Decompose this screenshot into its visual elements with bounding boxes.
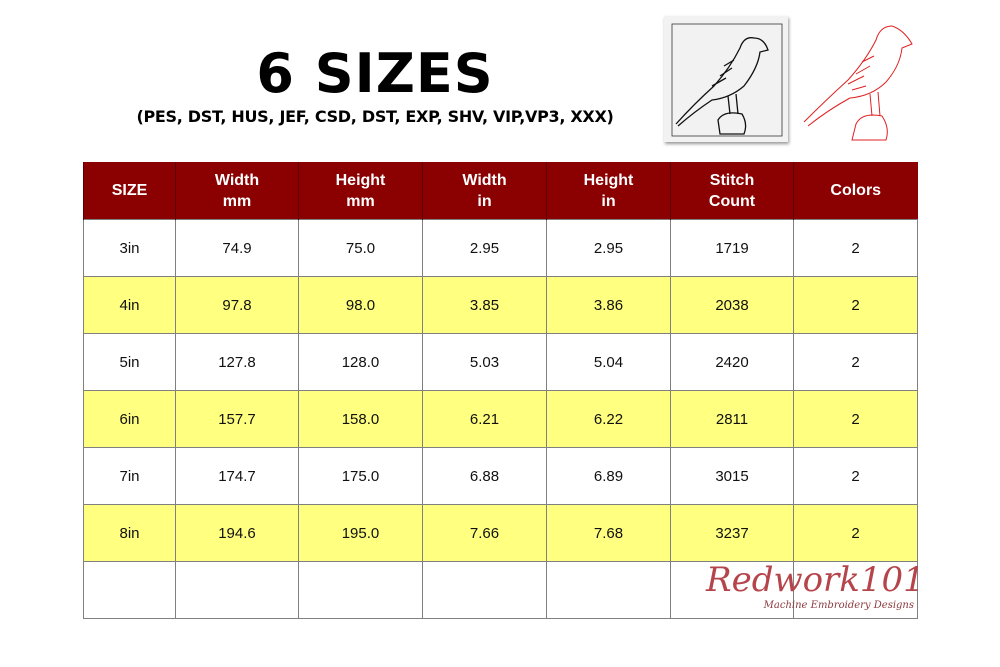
table-cell: 2 bbox=[793, 447, 918, 505]
header-label: Height bbox=[583, 171, 634, 189]
table-cell: 2038 bbox=[670, 276, 794, 334]
column-header-stitch-count: Stitch Count bbox=[670, 162, 794, 220]
table-cell bbox=[298, 561, 423, 619]
table-cell: 3.86 bbox=[546, 276, 671, 334]
table-cell bbox=[83, 561, 176, 619]
header-unit: mm bbox=[346, 192, 375, 210]
table-cell: 6.89 bbox=[546, 447, 671, 505]
logo-name: Redwork101 bbox=[706, 560, 925, 600]
red-bird-embroidery-image bbox=[792, 16, 916, 142]
table-cell: 7.68 bbox=[546, 504, 671, 562]
column-header-width-mm: Width mm bbox=[175, 162, 299, 220]
table-row: 6in 157.7 158.0 6.21 6.22 2811 2 bbox=[83, 390, 918, 448]
table-cell: 127.8 bbox=[175, 333, 299, 391]
black-bird-embroidery-image bbox=[664, 16, 788, 142]
table-cell: 2 bbox=[793, 219, 918, 277]
table-cell: 5.03 bbox=[422, 333, 547, 391]
table-cell: 5.04 bbox=[546, 333, 671, 391]
column-header-width-in: Width in bbox=[422, 162, 547, 220]
header-unit: mm bbox=[222, 192, 252, 210]
table-cell bbox=[546, 561, 671, 619]
table-cell: 157.7 bbox=[175, 390, 299, 448]
table-cell: 2420 bbox=[670, 333, 794, 391]
column-header-size: SIZE bbox=[83, 162, 176, 220]
table-cell: 97.8 bbox=[175, 276, 299, 334]
formats-list: (PES, DST, HUS, JEF, CSD, DST, EXP, SHV,… bbox=[136, 107, 614, 126]
header-unit: in bbox=[477, 192, 492, 210]
table-cell: 3in bbox=[83, 219, 176, 277]
header-unit: in bbox=[601, 192, 616, 210]
table-cell: 1719 bbox=[670, 219, 794, 277]
table-cell: 174.7 bbox=[175, 447, 299, 505]
column-header-height-in: Height in bbox=[546, 162, 671, 220]
table-header-row: SIZE Width mm Height mm Width in Height in S… bbox=[83, 162, 918, 220]
table-cell: 75.0 bbox=[298, 219, 423, 277]
table-cell: 2 bbox=[793, 333, 918, 391]
header-label: SIZE bbox=[111, 182, 148, 199]
table-cell: 175.0 bbox=[298, 447, 423, 505]
table-cell: 2.95 bbox=[546, 219, 671, 277]
table-cell: 5in bbox=[83, 333, 176, 391]
table-cell: 4in bbox=[83, 276, 176, 334]
column-header-height-mm: Height mm bbox=[298, 162, 423, 220]
table-cell: 194.6 bbox=[175, 504, 299, 562]
table-cell: 2 bbox=[793, 390, 918, 448]
table-cell: 74.9 bbox=[175, 219, 299, 277]
table-cell: 6.21 bbox=[422, 390, 547, 448]
table-cell: 6in bbox=[83, 390, 176, 448]
header-label: Width bbox=[214, 171, 260, 189]
table-cell: 128.0 bbox=[298, 333, 423, 391]
table-cell: 3.85 bbox=[422, 276, 547, 334]
table-row bbox=[83, 561, 918, 619]
table-cell: 6.88 bbox=[422, 447, 547, 505]
page-title: 6 SIZES bbox=[256, 42, 494, 105]
table-cell bbox=[793, 561, 918, 619]
table-cell: 7.66 bbox=[422, 504, 547, 562]
table-cell: 98.0 bbox=[298, 276, 423, 334]
table-cell bbox=[175, 561, 299, 619]
table-cell: 8in bbox=[83, 504, 176, 562]
sizes-table: SIZE Width mm Height mm Width in Height in S… bbox=[83, 162, 918, 619]
header-label: Stitch bbox=[709, 171, 755, 189]
table-cell: 195.0 bbox=[298, 504, 423, 562]
table-cell: 3015 bbox=[670, 447, 794, 505]
header-unit: Count bbox=[708, 192, 756, 210]
header-label: Height bbox=[335, 171, 386, 189]
header-label: Colors bbox=[830, 182, 882, 199]
header-label: Width bbox=[462, 171, 507, 189]
logo-tagline: Machine Embroidery Designs bbox=[763, 600, 914, 611]
table-cell: 6.22 bbox=[546, 390, 671, 448]
table-row: 3in 74.9 75.0 2.95 2.95 1719 2 bbox=[83, 219, 918, 277]
table-cell: 7in bbox=[83, 447, 176, 505]
table-cell: 3237 bbox=[670, 504, 794, 562]
table-cell: 2 bbox=[793, 276, 918, 334]
table-cell bbox=[422, 561, 547, 619]
redwork101-logo: Redwork101 Machine Embroidery Designs bbox=[706, 562, 925, 616]
table-cell: 2 bbox=[793, 504, 918, 562]
table-row: 4in 97.8 98.0 3.85 3.86 2038 2 bbox=[83, 276, 918, 334]
table-cell: 158.0 bbox=[298, 390, 423, 448]
table-row: 7in 174.7 175.0 6.88 6.89 3015 2 bbox=[83, 447, 918, 505]
table-cell: 2811 bbox=[670, 390, 794, 448]
column-header-colors: Colors bbox=[793, 162, 918, 220]
table-row: 8in 194.6 195.0 7.66 7.68 3237 2 bbox=[83, 504, 918, 562]
table-cell: 2.95 bbox=[422, 219, 547, 277]
table-row: 5in 127.8 128.0 5.03 5.04 2420 2 bbox=[83, 333, 918, 391]
table-cell bbox=[670, 561, 794, 619]
